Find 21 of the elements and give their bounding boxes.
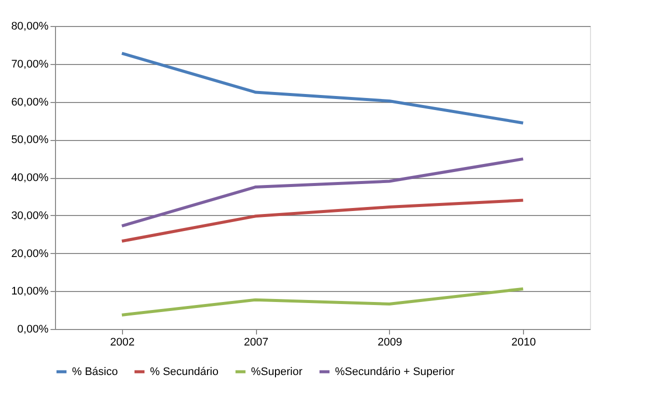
y-tick-label: 80,00% <box>11 20 49 32</box>
y-tick-label: 10,00% <box>11 286 49 298</box>
y-tick-label: 60,00% <box>11 96 49 108</box>
legend-label: % Secundário <box>150 366 218 378</box>
line-series <box>120 198 525 243</box>
y-tick-label: 20,00% <box>11 248 49 260</box>
y-tick-label: 70,00% <box>11 58 49 70</box>
y-tick-label: 50,00% <box>11 134 49 146</box>
x-tick-label: 2009 <box>378 336 402 348</box>
line-series <box>120 157 525 228</box>
x-tick-label: 2007 <box>244 336 268 348</box>
y-tick-label: 30,00% <box>11 210 49 222</box>
y-tick-label: 40,00% <box>11 172 49 184</box>
legend-label: % Básico <box>72 366 118 378</box>
x-tick-label: 2010 <box>511 336 536 348</box>
line-series <box>120 52 525 124</box>
x-tick-label: 2002 <box>110 336 135 348</box>
line-series <box>120 287 525 316</box>
legend-label: %Secundário + Superior <box>335 366 455 378</box>
y-tick-label: 0,00% <box>17 324 49 336</box>
legend-label: %Superior <box>251 366 303 378</box>
